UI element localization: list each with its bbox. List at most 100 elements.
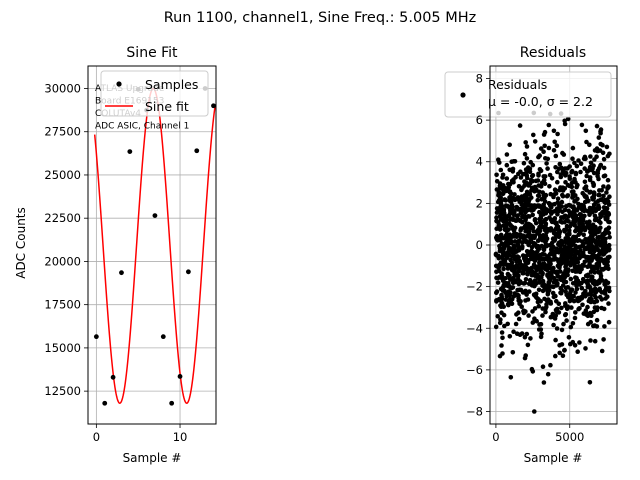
residual-point bbox=[523, 207, 528, 212]
y-tick-label: 17500 bbox=[44, 298, 81, 312]
residual-point bbox=[565, 116, 571, 122]
residual-point bbox=[496, 265, 501, 270]
residual-point bbox=[527, 166, 533, 172]
residual-point bbox=[575, 196, 580, 202]
residual-point bbox=[505, 204, 510, 209]
residual-point bbox=[506, 213, 511, 219]
residual-point bbox=[583, 156, 588, 162]
residual-point bbox=[551, 265, 556, 271]
residual-point bbox=[576, 306, 581, 312]
residual-point bbox=[517, 123, 523, 128]
residual-point bbox=[494, 179, 500, 184]
residual-point bbox=[587, 241, 592, 247]
residual-point bbox=[562, 229, 567, 234]
residuals-legend: Residuals μ = -0.0, σ = 2.2 bbox=[444, 71, 612, 118]
residual-point bbox=[596, 252, 602, 257]
residual-point bbox=[557, 350, 562, 356]
residual-point bbox=[571, 215, 577, 221]
y-tick-label: −8 bbox=[466, 405, 483, 419]
residual-point bbox=[521, 160, 527, 166]
residual-point bbox=[540, 288, 546, 294]
residual-point bbox=[508, 239, 513, 244]
residual-point bbox=[557, 265, 562, 270]
residual-point bbox=[587, 142, 592, 148]
residual-point bbox=[564, 318, 569, 323]
residual-point bbox=[556, 234, 562, 240]
residual-point bbox=[516, 310, 521, 316]
residual-point bbox=[581, 241, 586, 246]
residual-point bbox=[522, 355, 528, 361]
residual-point bbox=[496, 223, 502, 228]
residual-point bbox=[559, 220, 565, 225]
residual-point bbox=[495, 314, 501, 319]
residual-point bbox=[511, 329, 516, 335]
residual-point bbox=[547, 172, 553, 178]
residual-point bbox=[495, 208, 501, 213]
residual-point bbox=[557, 161, 563, 167]
residual-point bbox=[566, 228, 572, 233]
residual-point bbox=[592, 217, 598, 223]
residual-point bbox=[588, 154, 593, 159]
x-tick-label: 0 bbox=[492, 430, 499, 444]
residual-point bbox=[591, 202, 597, 208]
residual-point bbox=[554, 298, 559, 304]
y-tick-label: 22500 bbox=[44, 211, 81, 225]
residual-point bbox=[592, 270, 597, 275]
residual-point bbox=[605, 177, 611, 183]
residual-point bbox=[548, 299, 553, 305]
residual-point bbox=[597, 234, 602, 240]
residual-point bbox=[524, 156, 530, 161]
residual-point bbox=[501, 266, 506, 272]
residual-point bbox=[527, 289, 532, 294]
residual-point bbox=[598, 277, 603, 282]
residual-point bbox=[576, 265, 582, 271]
residual-point bbox=[541, 380, 547, 385]
residual-point bbox=[551, 294, 557, 300]
residual-point bbox=[587, 310, 593, 316]
residual-point bbox=[516, 247, 522, 253]
residual-point bbox=[511, 243, 517, 249]
residual-point bbox=[553, 153, 559, 159]
residual-point bbox=[559, 238, 564, 244]
residual-point bbox=[587, 177, 593, 183]
residual-point bbox=[518, 232, 524, 238]
residual-point bbox=[605, 280, 611, 286]
residual-point bbox=[570, 145, 576, 151]
residual-point bbox=[564, 223, 570, 229]
residual-point bbox=[545, 288, 550, 293]
residual-point bbox=[568, 324, 574, 330]
residual-point bbox=[575, 349, 580, 355]
residual-point bbox=[502, 323, 507, 329]
residual-point bbox=[503, 227, 509, 232]
sample-point bbox=[152, 213, 158, 218]
residual-point bbox=[548, 250, 554, 256]
residual-point bbox=[541, 247, 547, 253]
residual-point bbox=[593, 287, 598, 293]
residual-point bbox=[593, 295, 599, 300]
residual-point bbox=[586, 255, 591, 261]
residual-point bbox=[536, 173, 541, 178]
residual-point bbox=[562, 312, 568, 318]
residual-point bbox=[505, 283, 511, 289]
residual-point bbox=[555, 212, 560, 217]
residual-point bbox=[574, 163, 580, 169]
residual-point bbox=[559, 260, 565, 266]
residual-point bbox=[585, 272, 591, 278]
residual-point bbox=[587, 226, 592, 231]
residual-point bbox=[514, 218, 519, 223]
residual-point bbox=[605, 294, 610, 300]
residual-point bbox=[560, 274, 565, 279]
residual-point bbox=[583, 236, 588, 242]
residual-point bbox=[533, 220, 539, 226]
residual-point bbox=[594, 123, 600, 129]
residual-point bbox=[601, 337, 606, 342]
residual-point bbox=[532, 409, 537, 414]
residual-point bbox=[520, 240, 525, 245]
residuals-axes: 0 5000 −8 −6 −4 −2 0 2 4 6 8 bbox=[466, 65, 618, 444]
residual-point bbox=[543, 242, 549, 248]
residual-point bbox=[568, 341, 573, 347]
residual-point bbox=[520, 244, 525, 249]
sine-fit-legend: Samples Sine fit bbox=[100, 70, 209, 117]
residual-point bbox=[587, 380, 593, 385]
residual-point bbox=[518, 175, 524, 180]
